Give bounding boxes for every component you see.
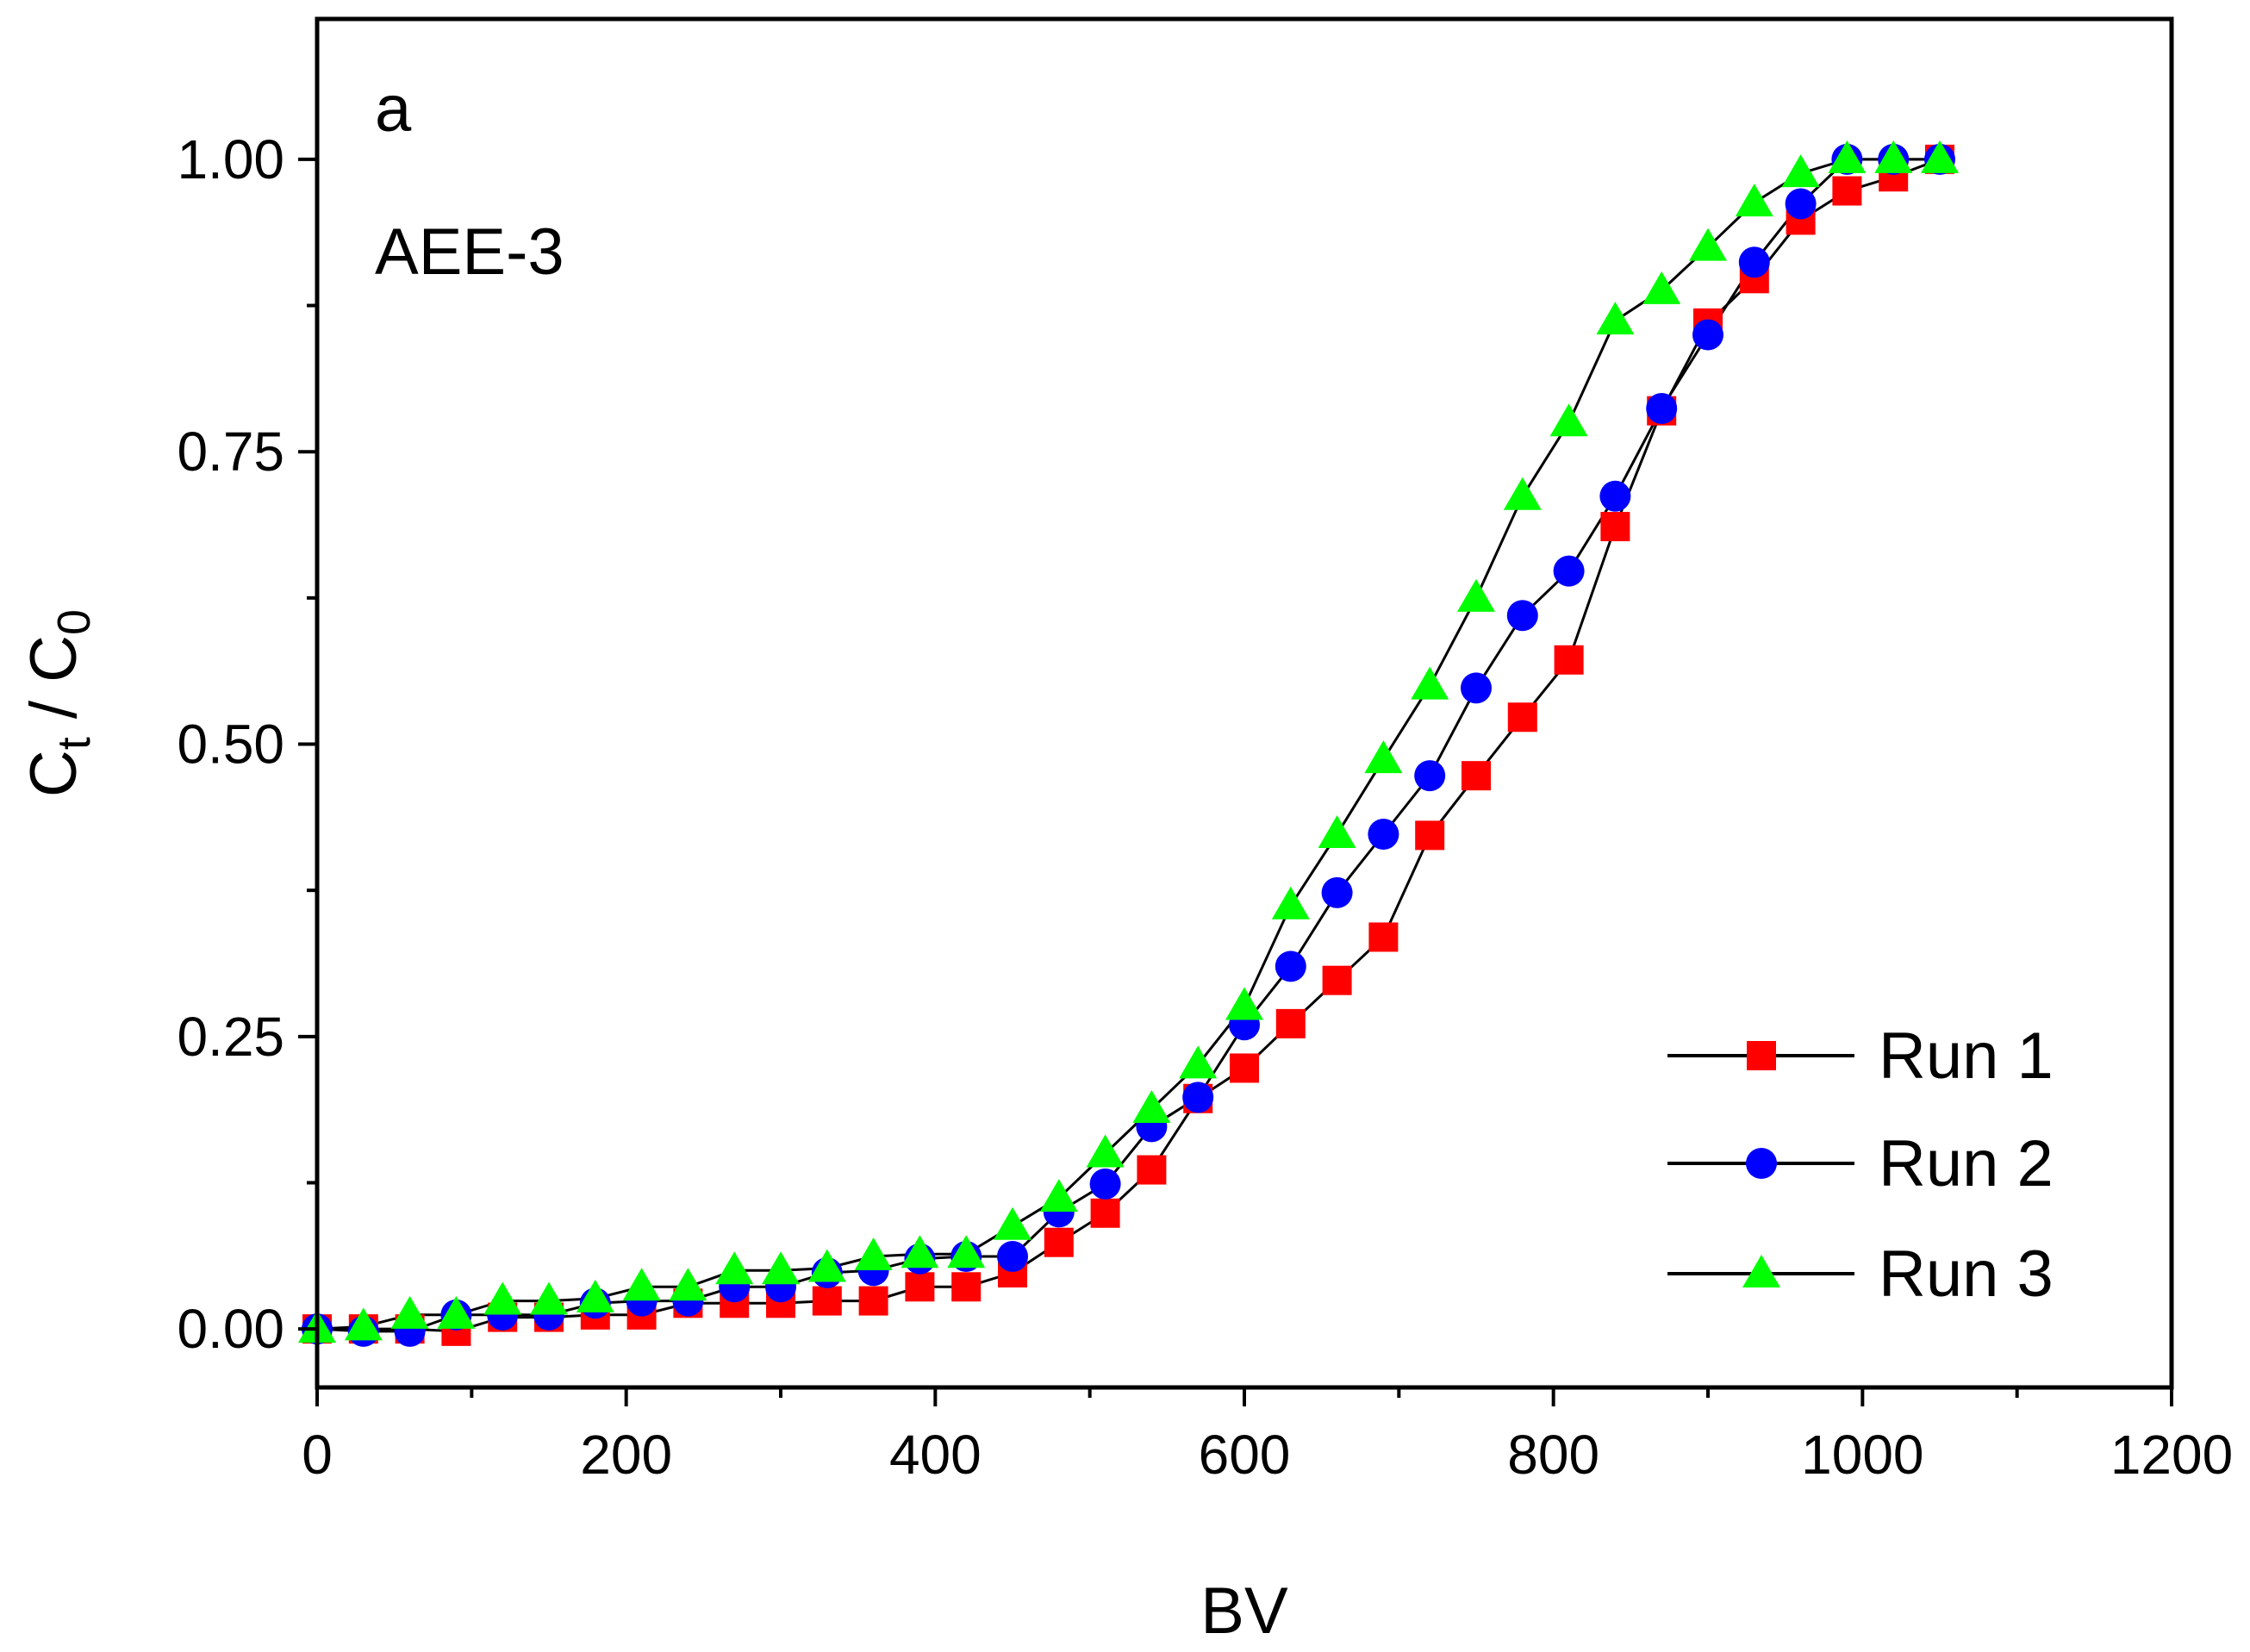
data-point-run-2 (1553, 555, 1585, 587)
legend-marker-run-1 (1747, 1041, 1776, 1070)
data-point-run-2 (1321, 876, 1353, 908)
x-tick-label: 600 (1199, 1424, 1291, 1486)
series-layer (298, 140, 1959, 1347)
data-point-run-2 (997, 1240, 1028, 1272)
y-axis-title-sub-t: t (48, 737, 100, 750)
data-point-run-1 (1832, 176, 1862, 206)
x-tick-label: 1200 (2110, 1424, 2233, 1486)
data-point-run-2 (1646, 392, 1678, 424)
y-axis-title-main: C (17, 750, 90, 797)
legend-marker-run-3 (1742, 1255, 1780, 1287)
data-point-run-3 (1549, 403, 1588, 437)
data-point-run-3 (1596, 302, 1635, 335)
data-point-run-2 (1738, 246, 1770, 278)
data-point-run-1 (1600, 512, 1630, 542)
data-point-run-3 (1364, 740, 1403, 774)
sample-annotation: AEE-3 (375, 215, 564, 289)
data-point-run-3 (901, 1235, 939, 1269)
data-point-run-3 (1735, 184, 1773, 217)
data-point-run-3 (854, 1237, 893, 1270)
data-point-run-3 (1874, 140, 1913, 173)
data-point-run-1 (812, 1286, 842, 1316)
data-point-run-3 (1503, 477, 1542, 510)
data-point-run-2 (1692, 319, 1723, 351)
data-point-run-3 (715, 1251, 754, 1285)
data-point-run-3 (1318, 815, 1356, 849)
y-axis-title-mid: / C (17, 635, 90, 737)
data-point-run-1 (1230, 1053, 1259, 1083)
data-point-run-2 (1275, 951, 1306, 982)
data-point-run-2 (1089, 1168, 1121, 1200)
x-axis-ticks: 0 200 400 600 800 1000 1200 (302, 1387, 2233, 1486)
data-point-run-3 (947, 1235, 986, 1269)
data-point-run-2 (1461, 672, 1492, 704)
x-tick-label: 800 (1507, 1424, 1599, 1486)
legend-label-run-2: Run 2 (1879, 1127, 2054, 1200)
data-point-run-3 (1039, 1179, 1078, 1213)
data-point-run-3 (576, 1279, 614, 1312)
legend-label-run-3: Run 3 (1879, 1237, 2054, 1311)
data-point-run-3 (1642, 271, 1681, 304)
data-point-run-3 (390, 1295, 429, 1329)
legend-label-run-1: Run 1 (1879, 1019, 2054, 1093)
data-point-run-3 (807, 1249, 846, 1282)
legend-marker-run-2 (1746, 1148, 1777, 1179)
data-point-run-1 (1554, 645, 1584, 675)
data-point-run-1 (1275, 1008, 1306, 1038)
data-point-run-2 (1785, 188, 1817, 220)
data-point-run-1 (951, 1272, 982, 1302)
data-point-run-2 (1599, 480, 1631, 512)
data-point-run-3 (1271, 886, 1310, 920)
x-tick-label: 1000 (1801, 1424, 1923, 1486)
y-tick-label: 0.50 (177, 714, 284, 776)
panel-label: a (375, 72, 412, 146)
data-point-run-3 (530, 1281, 568, 1315)
data-point-run-1 (1090, 1198, 1120, 1228)
data-point-run-3 (1225, 987, 1263, 1020)
data-point-run-3 (344, 1307, 383, 1341)
x-tick-label: 200 (580, 1424, 672, 1486)
data-point-run-3 (1781, 154, 1820, 188)
legend: Run 1 Run 2 Run 3 (1667, 1019, 2054, 1311)
data-point-run-1 (905, 1272, 935, 1302)
data-point-run-3 (1457, 578, 1495, 612)
data-point-run-2 (1506, 600, 1538, 632)
data-point-run-3 (994, 1206, 1032, 1240)
data-point-run-2 (1414, 760, 1446, 792)
x-axis-title: BV (1200, 1574, 1288, 1648)
y-axis-title-sub-0: 0 (48, 609, 100, 635)
data-point-run-3 (762, 1251, 800, 1285)
data-point-run-3 (622, 1268, 661, 1301)
data-point-run-3 (1086, 1134, 1125, 1168)
data-point-run-3 (1179, 1045, 1218, 1079)
x-tick-label: 400 (889, 1424, 982, 1486)
y-tick-label: 0.75 (177, 421, 284, 483)
data-point-run-1 (1044, 1227, 1074, 1257)
y-axis-title: Ct / C0 (17, 609, 100, 797)
data-point-run-1 (858, 1286, 888, 1316)
data-point-run-1 (1368, 922, 1399, 952)
data-point-run-3 (1132, 1089, 1171, 1123)
data-point-run-3 (437, 1295, 476, 1329)
y-tick-label: 1.00 (177, 128, 284, 190)
data-point-run-2 (1368, 819, 1399, 851)
data-point-run-3 (1411, 666, 1449, 700)
data-point-run-1 (1462, 761, 1491, 791)
data-point-run-3 (1828, 140, 1867, 173)
data-point-run-1 (1415, 820, 1445, 851)
data-point-run-3 (669, 1268, 707, 1301)
data-point-run-2 (1182, 1082, 1214, 1113)
y-tick-label: 0.25 (177, 1006, 284, 1068)
y-axis-ticks: 0.00 0.25 0.50 0.75 1.00 (177, 128, 317, 1360)
data-point-run-3 (1921, 140, 1959, 173)
y-tick-label: 0.00 (177, 1298, 284, 1360)
x-tick-label: 0 (302, 1424, 333, 1486)
data-point-run-1 (1322, 965, 1352, 995)
data-point-run-1 (1137, 1155, 1167, 1185)
data-point-run-3 (1689, 228, 1727, 261)
data-point-run-3 (483, 1281, 522, 1315)
data-point-run-1 (1507, 702, 1537, 732)
